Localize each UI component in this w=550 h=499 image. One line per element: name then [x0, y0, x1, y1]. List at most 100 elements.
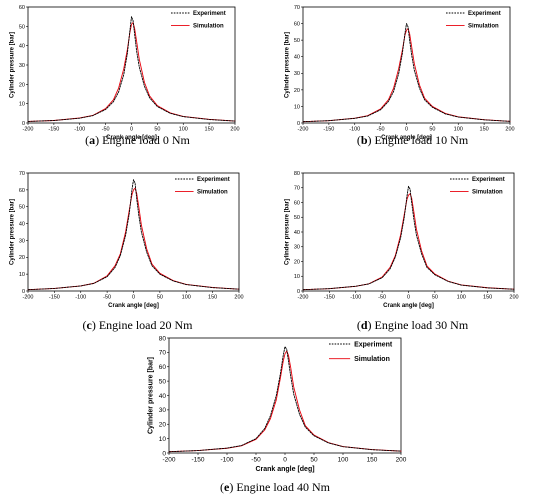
x-tick-label: -200 [22, 295, 33, 301]
y-tick-label: 0 [297, 121, 300, 127]
x-tick-label: -50 [102, 127, 110, 133]
series-line-experiment [302, 23, 511, 123]
y-tick-label: 50 [19, 24, 25, 30]
x-axis-label: Crank angle [deg] [383, 303, 434, 309]
y-tick-label: 80 [159, 335, 167, 342]
caption-b: (b) Engine load 10 Nm [356, 133, 469, 147]
chart-a: -200 -150 -100 -50 0 50 100 150 200 0 10 20 30 40 50 60… [9, 5, 239, 141]
y-axis-label: Cylinder pressure [bar] [9, 199, 15, 265]
caption-a-text: Engine load 0 Nm [102, 133, 190, 147]
x-tick-label: 200 [396, 457, 407, 464]
x-tick-label: 50 [429, 127, 435, 133]
y-tick-label: 50 [294, 38, 300, 44]
caption-b-letter: b [360, 133, 368, 147]
series-line-simulation [302, 193, 515, 291]
x-tick-label: 100 [454, 127, 463, 133]
y-tick-label: 70 [294, 186, 300, 192]
caption-c: (c) Engine load 20 Nm [82, 318, 193, 332]
caption-c-text: Engine load 20 Nm [98, 318, 193, 332]
caption-a-letter: a [89, 133, 96, 147]
y-tick-label: 30 [294, 245, 300, 251]
y-tick-label: 10 [294, 274, 300, 280]
legend-label-simulation: Simulation [197, 190, 228, 196]
legend-label-experiment: Experiment [193, 11, 226, 17]
y-tick-label: 30 [159, 407, 167, 414]
x-tick-label: 0 [283, 457, 287, 464]
y-tick-label: 40 [19, 221, 25, 227]
legend-label-simulation: Simulation [468, 24, 499, 30]
y-axis-label: Cylinder pressure [bar] [147, 357, 154, 434]
y-tick-label: 40 [159, 393, 167, 400]
y-tick-label: 10 [19, 272, 25, 278]
x-tick-label: -100 [74, 127, 85, 133]
legend-label-simulation: Simulation [472, 190, 503, 196]
x-tick-label: -50 [377, 127, 385, 133]
series-line-simulation [27, 22, 236, 122]
chart-panel-d: -200 -150 -100 -50 0 50 100 150 200 0 10 20 30 40 50 60… [275, 163, 550, 332]
caption-e: (e) Engine load 40 Nm [220, 480, 330, 494]
y-tick-label: 60 [19, 5, 25, 11]
y-tick-label: 20 [19, 82, 25, 88]
series-line-experiment [302, 185, 515, 291]
y-tick-label: 50 [294, 215, 300, 221]
y-tick-label: 20 [294, 259, 300, 265]
y-tick-label: 70 [19, 171, 25, 177]
y-axis-label: Cylinder pressure [bar] [284, 32, 290, 98]
caption-e-letter: e [224, 480, 230, 494]
y-tick-label: 60 [19, 188, 25, 194]
x-tick-label: -150 [324, 295, 335, 301]
y-tick-label: 40 [19, 44, 25, 50]
x-tick-label: -200 [162, 457, 175, 464]
x-tick-label: 50 [154, 127, 160, 133]
x-tick-label: 200 [509, 295, 518, 301]
x-tick-label: -200 [297, 127, 308, 133]
x-tick-label: 200 [230, 127, 239, 133]
y-tick-label: 10 [294, 104, 300, 110]
y-tick-label: 0 [297, 289, 300, 295]
legend-label-experiment: Experiment [472, 177, 505, 183]
chart-panel-e: -200 -150 -100 -50 0 50 100 150 200 0 10 20 30 40 50 60… [135, 330, 415, 494]
x-tick-label: -150 [49, 295, 60, 301]
caption-d: (d) Engine load 30 Nm [356, 318, 469, 332]
y-tick-label: 0 [162, 450, 166, 457]
series-line-experiment [27, 179, 240, 291]
caption-b-text: Engine load 10 Nm [374, 133, 469, 147]
y-tick-label: 80 [294, 171, 300, 177]
y-tick-label: 20 [159, 422, 167, 429]
x-axis-label: Crank angle [deg] [108, 303, 159, 309]
x-tick-label: 100 [179, 127, 188, 133]
chart-panel-b: -200 -150 -100 -50 0 50 100 150 200 0 10 20 30 40 50 60… [275, 0, 550, 150]
x-tick-label: -50 [251, 457, 261, 464]
x-tick-label: 100 [182, 295, 191, 301]
y-tick-label: 70 [159, 350, 167, 357]
y-tick-label: 40 [294, 230, 300, 236]
x-tick-label: 0 [405, 127, 408, 133]
caption-e-text: Engine load 40 Nm [236, 480, 330, 494]
x-tick-label: -50 [378, 295, 386, 301]
y-tick-label: 0 [22, 289, 25, 295]
chart-e: -200 -150 -100 -50 0 50 100 150 200 0 10 20 30 40 50 60… [147, 335, 407, 473]
legend-label-experiment: Experiment [197, 177, 230, 183]
legend-label-simulation: Simulation [354, 356, 390, 363]
x-axis-label: Crank angle [deg] [255, 466, 314, 473]
x-axis-label: Crank angle [deg] [381, 135, 432, 141]
x-tick-label: 200 [234, 295, 243, 301]
y-axis-label: Cylinder pressure [bar] [284, 199, 290, 265]
x-tick-label: -100 [220, 457, 233, 464]
x-tick-label: 50 [310, 457, 318, 464]
x-tick-label: -150 [191, 457, 204, 464]
y-tick-label: 30 [19, 63, 25, 69]
x-tick-label: 50 [157, 295, 163, 301]
caption-d-letter: d [360, 318, 368, 332]
y-tick-label: 60 [294, 21, 300, 27]
x-tick-label: 150 [480, 127, 489, 133]
chart-d: -200 -150 -100 -50 0 50 100 150 200 0 10 20 30 40 50 60… [284, 171, 518, 309]
x-tick-label: -200 [297, 295, 308, 301]
legend-label-simulation: Simulation [193, 24, 224, 30]
y-tick-label: 50 [159, 378, 167, 385]
x-tick-label: -100 [350, 295, 361, 301]
x-axis-label: Crank angle [deg] [106, 135, 157, 141]
series-line-experiment [168, 346, 402, 453]
y-tick-label: 10 [19, 102, 25, 108]
legend-label-experiment: Experiment [468, 11, 501, 17]
